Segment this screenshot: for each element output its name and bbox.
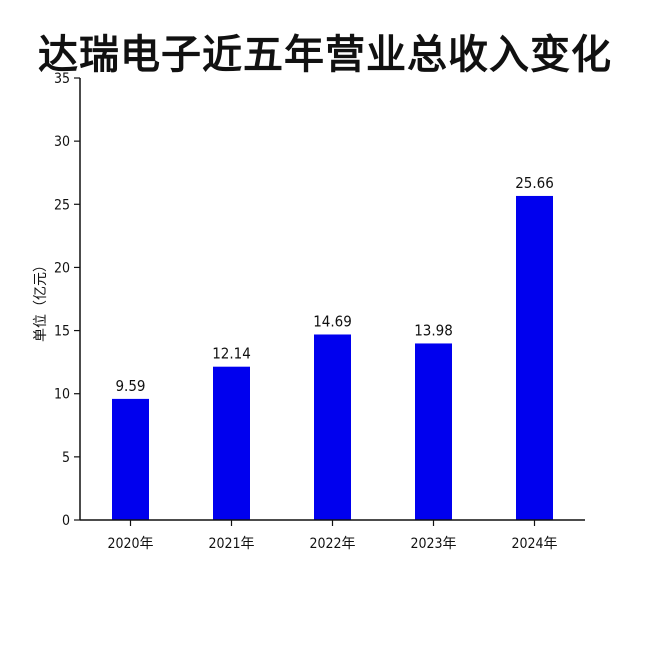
- x-tick-label: 2021年: [208, 536, 254, 552]
- bar: [415, 343, 452, 520]
- x-tick-label: 2023年: [410, 536, 456, 552]
- y-tick-label: 10: [54, 387, 70, 403]
- y-tick-label: 35: [54, 71, 70, 87]
- y-axis-ticks: 0 5 10 15 20 25 30 35: [54, 71, 80, 529]
- y-tick-label: 5: [62, 450, 70, 466]
- bar: [516, 195, 553, 520]
- y-tick-label: 20: [54, 260, 70, 276]
- bar-value-label: 12.14: [212, 345, 251, 363]
- bar-value-label: 9.59: [115, 377, 145, 395]
- data-labels-group: 9.59 12.14 14.69 13.98 25.66: [115, 174, 553, 395]
- y-tick-label: 0: [62, 513, 70, 529]
- chart-title: 达瑞电子近五年营业总收入变化: [38, 32, 612, 78]
- bar: [112, 398, 149, 520]
- x-tick-label: 2020年: [107, 536, 153, 552]
- y-axis-title: 单位（亿元）: [33, 258, 49, 342]
- x-axis-labels: 2020年 2021年 2022年 2023年 2024年: [107, 520, 558, 552]
- bar-value-label: 14.69: [313, 312, 352, 330]
- bar: [314, 334, 351, 520]
- y-tick-label: 25: [54, 197, 70, 213]
- bar-value-label: 13.98: [414, 321, 453, 339]
- bar: [213, 366, 250, 520]
- bar-value-label: 25.66: [515, 174, 554, 192]
- y-tick-label: 30: [54, 134, 70, 150]
- bars-group: [112, 195, 553, 520]
- y-tick-label: 15: [54, 324, 70, 340]
- x-tick-label: 2024年: [511, 536, 557, 552]
- x-tick-label: 2022年: [309, 536, 355, 552]
